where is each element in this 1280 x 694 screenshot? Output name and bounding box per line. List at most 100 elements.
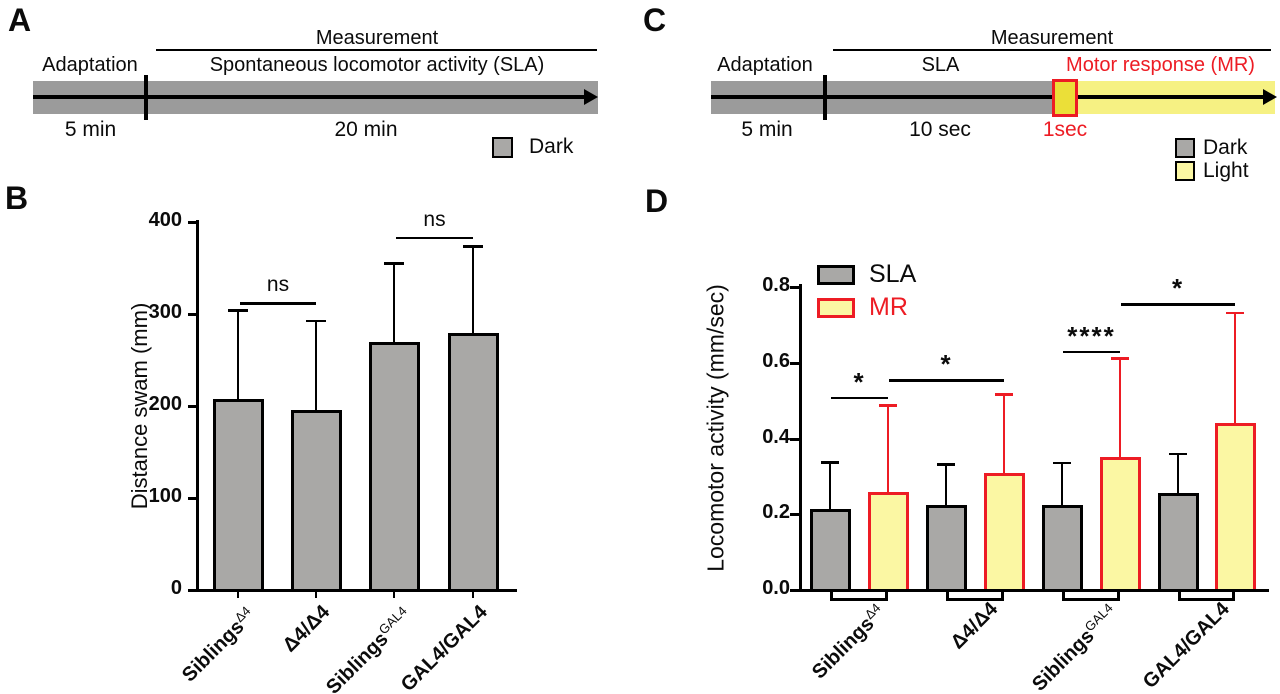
error-bar-cap [306,319,326,323]
bar-d-sla [925,504,967,589]
timeline-arrowhead-a [584,89,598,105]
error-bar-cap [1053,461,1071,465]
y-tick-b [188,405,197,408]
y-tick-label-d: 0.2 [762,501,790,524]
timeline-divider-c [823,75,827,120]
x-tick-label-b: SiblingsΔ4 [178,603,254,687]
y-tick-b [188,221,197,224]
sig-line [396,236,473,240]
sig-label: * [853,366,866,397]
bar-d-sla [1157,493,1199,589]
x-axis-b [196,589,517,592]
error-bar-cap [1226,311,1244,315]
duration-sla-c: 10 sec [909,118,971,141]
y-tick-b [188,313,197,316]
x-tick-b [392,590,396,598]
y-tick-label-d: 0.8 [762,274,790,296]
y-axis-d [799,284,802,592]
legend-dark-label-a: Dark [529,135,574,158]
legend-dark-label-c: Dark [1203,136,1248,159]
error-bar-line [886,404,890,492]
error-bar-line [236,309,240,399]
legend-dark-swatch-a [492,137,513,158]
y-tick-d [790,286,800,289]
error-bar-line [1233,311,1237,424]
sig-line [831,396,888,400]
error-bar-line [1060,461,1064,505]
y-tick-d [790,513,800,517]
error-bar-cap [1111,357,1129,360]
y-tick-label-b: 0 [170,577,182,599]
timeline-arrowhead-c [1263,89,1277,105]
group-bracket-d [946,591,1004,601]
y-tick-label-b: 200 [148,393,182,415]
sig-line [1121,303,1235,306]
duration-adaptation-c: 5 min [741,118,793,141]
legend-light-label-c: Light [1203,159,1249,182]
sig-line [889,379,1004,382]
y-tick-b [188,497,197,500]
y-tick-d [790,437,800,441]
y-tick-label-b: 300 [148,301,182,323]
bar-d-mr [983,472,1025,589]
error-bar-cap [228,309,248,312]
sig-label: * [1171,273,1185,304]
x-tick-b [471,590,475,598]
error-bar-cap [463,245,483,248]
error-bar-cap [937,463,955,466]
bar-b [368,341,420,589]
sla-phase-label-c: SLA [921,54,960,76]
legend-light-swatch-c [1175,161,1195,181]
measurement-line-a [156,49,597,51]
measurement-line-c [833,49,1271,51]
x-tick-label-d: SiblingsGAL4 [1028,600,1116,694]
error-bar-line [828,461,832,509]
sig-label: **** [1067,320,1116,351]
adaptation-label-a: Adaptation [42,54,138,76]
error-bar-line [1002,393,1006,473]
sig-line [240,302,316,305]
error-bar-line [944,463,948,505]
bar-b [290,409,342,589]
error-bar-cap [879,404,897,407]
y-tick-label-d: 0.4 [762,425,790,448]
error-bar-line [314,319,318,410]
sla-phase-label-a: Spontaneous locomotor activity (SLA) [209,54,545,76]
error-bar-line [471,245,475,334]
legend-dark-swatch-c [1175,138,1195,158]
duration-measurement-a: 20 min [334,118,398,141]
error-bar-line [1176,452,1180,494]
y-axis-b [196,220,199,592]
bar-d-mr [1099,457,1141,589]
bar-b [212,398,264,589]
x-axis-d [799,589,1269,592]
error-bar-line [392,262,396,342]
error-bar-cap [821,461,839,464]
bar-d-sla [1041,504,1083,589]
legend-mr-label-d: MR [869,293,908,321]
measurement-title-c: Measurement [990,27,1114,49]
adaptation-label-c: Adaptation [717,54,813,76]
sig-line [1063,350,1120,354]
bar-d-mr [1214,423,1256,589]
error-bar-cap [384,262,404,265]
group-bracket-d [830,591,888,601]
duration-adaptation-a: 5 min [64,118,117,141]
bar-b [447,333,499,589]
y-tick-label-d: 0.0 [762,577,790,599]
duration-flash-c: 1sec [1042,118,1088,141]
y-tick-d [790,361,800,365]
y-tick-label-d: 0.6 [762,349,790,372]
group-bracket-d [1178,591,1235,601]
error-bar-line [1118,357,1122,458]
timeline-arrow-line-c [711,95,1264,99]
x-tick-label-b: Δ4/Δ4 [279,601,335,657]
bar-d-sla [809,508,851,589]
panel-a-label: A [8,2,32,38]
error-bar-cap [1169,452,1187,456]
x-tick-label-d: SiblingsΔ4 [808,600,884,684]
bar-d-mr [867,491,909,589]
timeline-arrow-line-a [33,95,585,99]
x-tick-label-d: Δ4/Δ4 [947,598,1003,654]
